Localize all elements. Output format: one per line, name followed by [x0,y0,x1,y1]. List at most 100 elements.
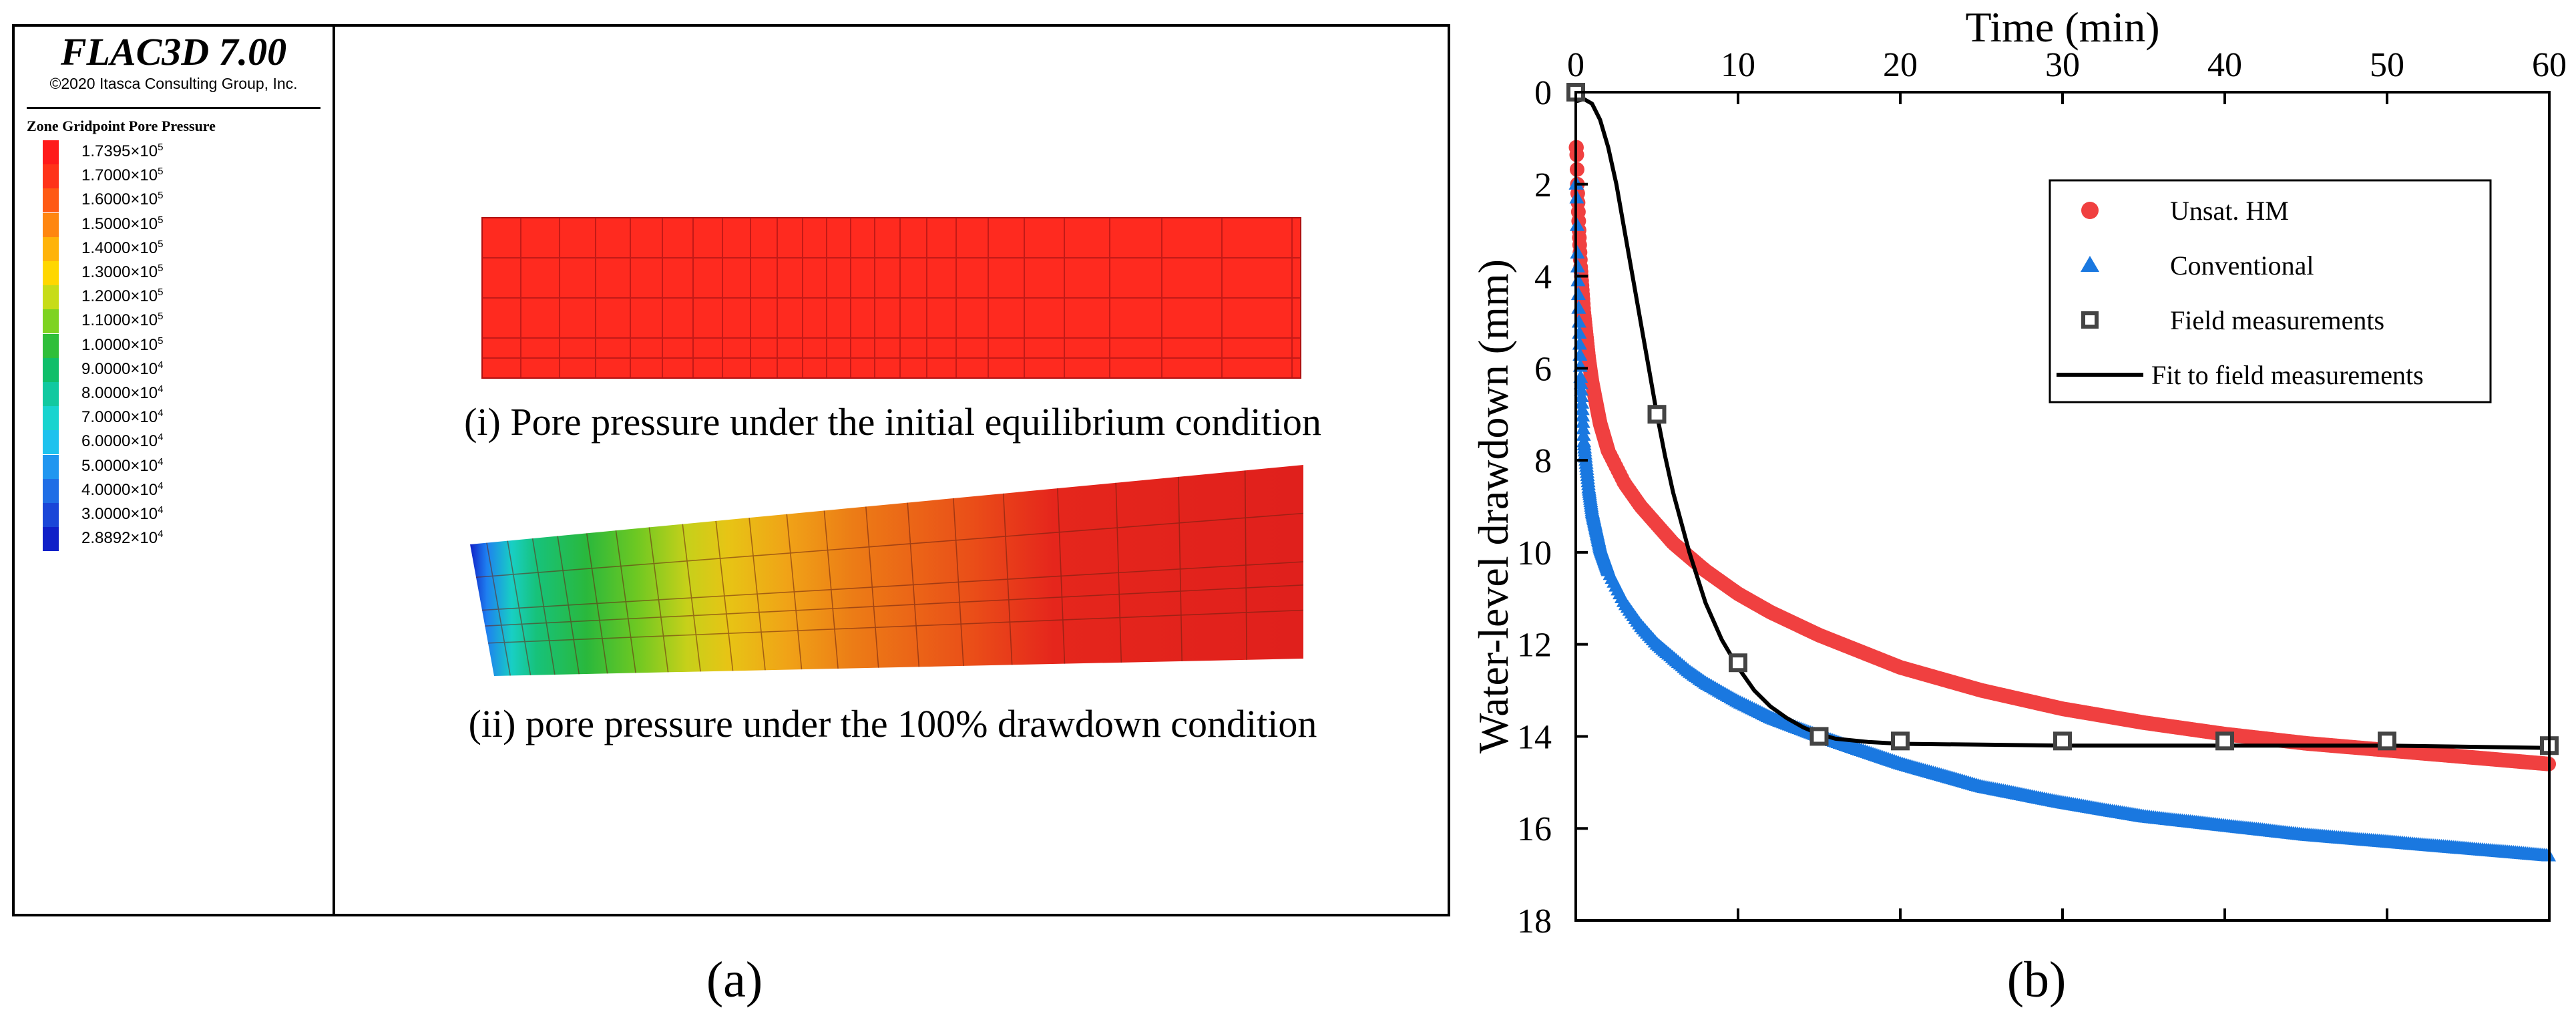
legend-value-exponent: 4 [158,432,164,444]
mesh-line-horizontal [485,584,1304,627]
legend-value-exponent: 5 [158,287,164,299]
legend-value: 3.0000×104 [81,504,163,524]
legend-entry: Conventional [2170,250,2314,281]
legend-swatch [43,527,59,552]
legend-value: 1.5000×105 [81,214,163,234]
caption-initial: (i) Pore pressure under the initial equi… [464,400,1321,444]
legend-value: 8.0000×104 [81,383,163,403]
legend-value-exponent: 5 [158,311,164,323]
legend-swatch [43,212,59,237]
legend-swatch [43,406,59,431]
legend-value-exponent: 4 [158,359,164,371]
panel-a: FLAC3D 7.00 ©2020 Itasca Consulting Grou… [12,24,1450,1008]
software-title: FLAC3D 7.00 [60,30,287,73]
y-tick-label: 10 [1517,534,1552,572]
legend-swatch [43,140,59,164]
legend-marker-circle [2081,202,2099,219]
legend-value-mantissa: 1.4000×10 [81,238,158,257]
legend-title: Zone Gridpoint Pore Pressure [27,118,216,134]
conventional-point [1574,401,1590,415]
y-tick-label: 16 [1517,810,1552,848]
x-tick-label: 20 [1883,46,1918,84]
legend-value-exponent: 5 [158,263,164,274]
legend-value: 1.3000×105 [81,263,163,282]
conventional-point [1570,259,1585,273]
legend-swatch [43,188,59,213]
legend-value-mantissa: 2.8892×10 [81,529,158,548]
x-tick-label: 40 [2207,46,2242,84]
legend-entry: Fit to field measurements [2151,360,2424,390]
legend-value-mantissa: 9.0000×10 [81,359,158,378]
y-tick-label: 4 [1534,259,1552,297]
legend-value: 1.4000×105 [81,238,163,258]
caption-drawdown: (ii) pore pressure under the 100% drawdo… [468,702,1317,745]
model-drawdown [470,465,1304,676]
legend-value-exponent: 4 [158,480,164,492]
legend-value: 6.0000×104 [81,432,163,451]
legend-value-mantissa: 1.7000×10 [81,166,158,185]
legend-value-exponent: 4 [158,383,164,395]
mesh-line-horizontal [487,609,1304,644]
legend-value-mantissa: 8.0000×10 [81,384,158,402]
y-axis-label: Water-level drawdown (mm) [1470,259,1517,753]
y-tick-label: 0 [1534,74,1552,112]
legend-marker-square [2081,311,2099,329]
legend-value-exponent: 5 [158,190,164,202]
legend-swatch [43,357,59,382]
y-tick-label: 2 [1534,166,1552,204]
legend-entry: Unsat. HM [2170,196,2289,226]
legend-value: 1.0000×105 [81,335,163,355]
conventional-point [1576,421,1591,435]
model-initial-equilibrium [481,217,1301,379]
legend-value-mantissa: 5.0000×10 [81,456,158,475]
legend-value: 1.1000×105 [81,311,163,330]
chart-axes-layer: 0 10 20 30 40 50 60 0 2 4 6 8 10 12 14 16 18 Time (min) Wa… [1470,3,2567,940]
x-tick-label: 10 [1721,46,1755,84]
conventional-point [1574,395,1590,409]
legend-value: 1.7000×105 [81,166,163,185]
x-axis-label: Time (min) [1966,3,2160,51]
legend-value-mantissa: 1.2000×10 [81,287,158,306]
legend-value-exponent: 5 [158,335,164,347]
legend-value-mantissa: 4.0000×10 [81,480,158,499]
legend-box [2049,179,2492,403]
panel-b: 0 10 20 30 40 50 60 0 2 4 6 8 10 12 14 16 18 Time (min) Wa… [1462,0,2576,1023]
field-measurement-point [2215,731,2234,751]
legend-entry: Field measurements [2170,305,2384,335]
legend-swatch [43,285,59,310]
legend-marker-triangle [2081,256,2099,272]
legend-value-exponent: 5 [158,238,164,250]
field-measurement-point [1891,731,1910,751]
legend-swatch [43,333,59,358]
legend-swatch [43,454,59,479]
y-tick-label: 12 [1517,627,1552,665]
legend-value: 5.0000×104 [81,456,163,476]
legend-value-exponent: 5 [158,214,164,226]
field-measurement-point [1647,405,1667,424]
chart-series-layer [1566,83,2559,862]
model-drawdown-fill [470,465,1303,676]
legend-value-exponent: 5 [158,166,164,178]
fit-line [1575,97,2550,750]
model-view-frame [335,24,1450,916]
conventional-point [1576,427,1591,441]
mesh-line-horizontal [475,512,1304,578]
legend-swatch [43,503,59,527]
conventional-point [1575,414,1590,428]
field-measurement-point [2053,731,2072,751]
field-measurement-point [2378,731,2396,751]
legend-value-mantissa: 6.0000×10 [81,432,158,451]
legend-value: 9.0000×104 [81,359,163,379]
model-initial-grid [482,218,1301,378]
legend-value-mantissa: 1.7395×10 [81,142,158,160]
x-tick-label: 30 [2045,46,2080,84]
legend-swatch [43,430,59,455]
panel-a-label: (a) [706,952,763,1008]
drawdown-chart: 0 10 20 30 40 50 60 0 2 4 6 8 10 12 14 16 18 Time (min) Wa… [1470,3,2567,940]
legend-value: 7.0000×104 [81,407,163,427]
y-tick-label: 14 [1517,718,1552,756]
legend-value-mantissa: 1.6000×10 [81,190,158,209]
legend-value: 1.6000×105 [81,190,163,209]
legend-swatch [43,382,59,406]
conventional-point [1574,389,1589,403]
